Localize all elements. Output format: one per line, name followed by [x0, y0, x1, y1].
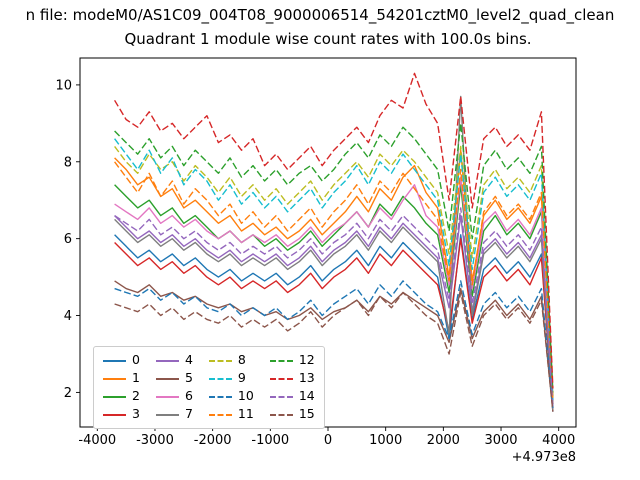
file-title: n file: modeM0/AS1C09_004T08_9000006514_… — [25, 6, 615, 24]
x-tick-label: -4000 — [78, 433, 116, 448]
legend-entry-6: 6 — [155, 388, 193, 405]
legend-line-sample — [208, 359, 232, 362]
y-tick-label: 10 — [55, 78, 72, 93]
legend-label: 5 — [184, 370, 193, 386]
series-line-10 — [114, 280, 554, 408]
series-line-5 — [114, 280, 554, 412]
axes-frame — [79, 57, 577, 428]
series-line-1 — [114, 149, 554, 404]
x-tick-label: 1000 — [369, 433, 402, 448]
legend: 0 1 2 3 4 5 6 7 8 9 10 11 12 13 14 15 — [93, 346, 325, 429]
series-line-2 — [114, 184, 554, 404]
legend-label: 1 — [132, 370, 140, 386]
legend-line-sample — [269, 413, 293, 416]
legend-label: 11 — [237, 406, 254, 422]
legend-label: 4 — [184, 352, 193, 368]
legend-line-sample — [269, 377, 293, 380]
legend-line-sample — [269, 395, 293, 398]
legend-entry-7: 7 — [155, 406, 193, 423]
legend-label: 3 — [132, 406, 140, 422]
series-line-8 — [114, 145, 554, 397]
x-axis-offset-label: +4.973e8 — [511, 450, 576, 465]
series-line-6 — [114, 176, 554, 408]
series-line-9 — [114, 138, 554, 401]
y-tick-label: 6 — [64, 232, 72, 247]
series-line-13 — [113, 72, 554, 389]
legend-entry-8: 8 — [208, 352, 254, 369]
x-tick-label: 2000 — [427, 433, 460, 448]
x-tick-label: 3000 — [484, 433, 517, 448]
legend-entry-14: 14 — [269, 388, 315, 405]
x-tick-label: -2000 — [194, 433, 232, 448]
x-tick-label: -1000 — [251, 433, 289, 448]
series-line-15 — [114, 291, 554, 412]
legend-line-sample — [103, 395, 126, 398]
legend-line-sample — [103, 377, 126, 380]
legend-line-sample — [155, 377, 179, 380]
legend-entry-13: 13 — [269, 370, 315, 387]
legend-line-sample — [103, 413, 126, 416]
legend-label: 9 — [237, 370, 246, 386]
legend-line-sample — [208, 377, 232, 380]
legend-label: 2 — [132, 388, 140, 404]
legend-line-sample — [155, 413, 179, 416]
y-tick-label: 2 — [64, 386, 72, 401]
legend-entry-2: 2 — [103, 388, 140, 405]
chart-title: Quadrant 1 module wise count rates with … — [124, 30, 532, 48]
legend-line-sample — [208, 395, 232, 398]
x-tick-label: 4000 — [542, 433, 575, 448]
legend-label: 6 — [184, 388, 193, 404]
legend-entry-12: 12 — [269, 352, 315, 369]
legend-line-sample — [269, 359, 293, 362]
legend-entry-0: 0 — [103, 352, 140, 369]
legend-label: 7 — [184, 406, 193, 422]
series-line-14 — [114, 207, 554, 408]
legend-line-sample — [155, 395, 179, 398]
legend-entry-4: 4 — [155, 352, 193, 369]
legend-entry-11: 11 — [208, 406, 254, 423]
legend-label: 15 — [298, 406, 315, 422]
x-tick-label: -3000 — [136, 433, 174, 448]
y-tick-label: 8 — [64, 155, 72, 170]
legend-label: 8 — [237, 352, 246, 368]
legend-entry-1: 1 — [103, 370, 140, 387]
legend-entry-9: 9 — [208, 370, 254, 387]
legend-line-sample — [155, 359, 179, 362]
x-tick-label: 0 — [324, 433, 332, 448]
legend-line-sample — [103, 359, 126, 362]
series-line-7 — [114, 95, 554, 412]
legend-label: 14 — [298, 388, 315, 404]
series-line-11 — [114, 161, 554, 401]
series-line-3 — [114, 237, 554, 408]
legend-label: 12 — [298, 352, 315, 368]
series-line-0 — [114, 234, 554, 412]
y-tick-label: 4 — [64, 309, 72, 324]
legend-entry-5: 5 — [155, 370, 193, 387]
legend-label: 10 — [237, 388, 254, 404]
legend-line-sample — [208, 413, 232, 416]
series-line-12 — [114, 122, 554, 393]
legend-entry-3: 3 — [103, 406, 140, 423]
legend-label: 0 — [132, 352, 140, 368]
legend-entry-10: 10 — [208, 388, 254, 405]
legend-label: 13 — [298, 370, 315, 386]
legend-entry-15: 15 — [269, 406, 315, 423]
